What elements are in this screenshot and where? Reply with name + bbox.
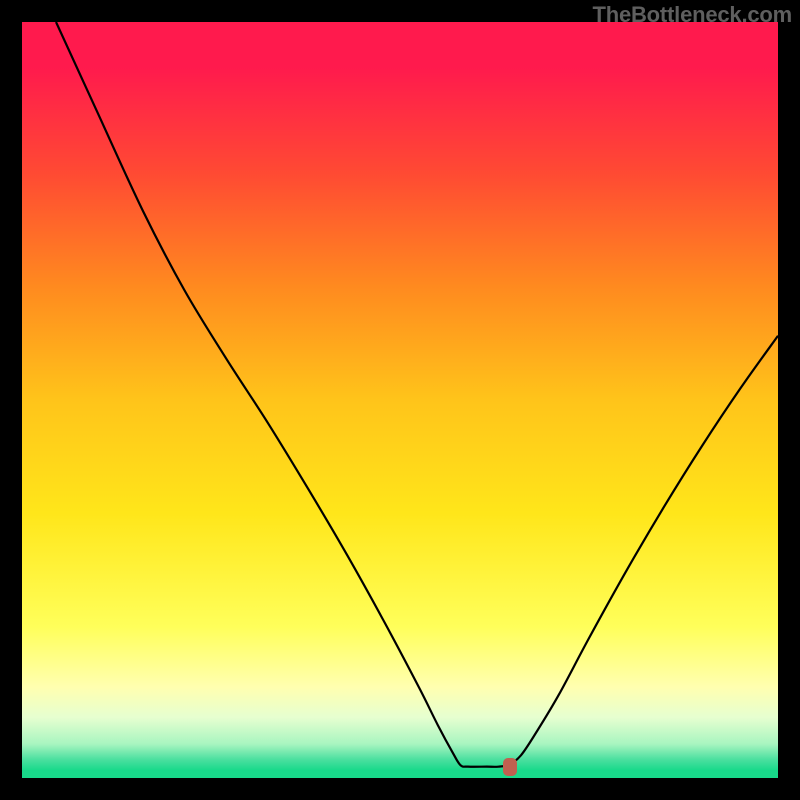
optimum-marker [503,758,517,776]
gradient-background [22,22,778,778]
gradient-chart-svg [22,22,778,778]
plot-area [22,22,778,778]
chart-frame: { "watermark": { "text": "TheBottleneck.… [0,0,800,800]
